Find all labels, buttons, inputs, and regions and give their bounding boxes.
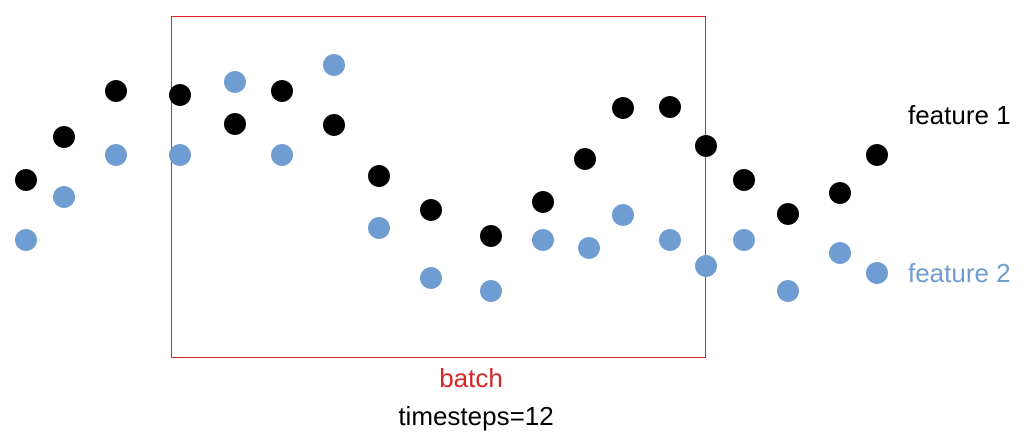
feature-2-label: feature 2 — [908, 258, 1011, 288]
feature-1-point-11 — [532, 191, 554, 213]
feature-1-point-13 — [612, 97, 634, 119]
feature-2-point-4 — [169, 144, 191, 166]
feature-2-point-10 — [480, 280, 502, 302]
feature-2-point-15 — [695, 255, 717, 277]
feature-1-point-6 — [271, 80, 293, 102]
feature-1-point-5 — [224, 113, 246, 135]
feature-2-point-19 — [866, 262, 888, 284]
feature-2-point-17 — [777, 280, 799, 302]
feature-2-point-5 — [224, 71, 246, 93]
feature-1-point-9 — [420, 199, 442, 221]
feature-1-point-15 — [695, 135, 717, 157]
feature-1-point-7 — [323, 114, 345, 136]
feature-2-point-14 — [659, 229, 681, 251]
feature-2-point-16 — [733, 229, 755, 251]
feature-2-point-12 — [578, 237, 600, 259]
feature-1-point-14 — [659, 96, 681, 118]
feature-2-point-13 — [612, 204, 634, 226]
feature-1-series — [15, 80, 888, 247]
feature-1-point-16 — [733, 169, 755, 191]
feature-2-point-2 — [53, 186, 75, 208]
timesteps-label: timesteps=12 — [398, 401, 553, 431]
feature-2-point-9 — [420, 267, 442, 289]
feature-2-point-7 — [323, 54, 345, 76]
feature-1-point-3 — [105, 80, 127, 102]
feature-2-point-11 — [532, 229, 554, 251]
batch-label: batch — [439, 363, 503, 393]
feature-2-point-8 — [368, 217, 390, 239]
feature-1-point-19 — [866, 144, 888, 166]
feature-1-label: feature 1 — [908, 100, 1011, 130]
feature-1-point-10 — [480, 225, 502, 247]
feature-1-point-17 — [777, 203, 799, 225]
feature-2-point-1 — [15, 229, 37, 251]
feature-2-point-18 — [829, 242, 851, 264]
feature-1-point-4 — [169, 84, 191, 106]
feature-1-point-12 — [574, 148, 596, 170]
feature-1-point-8 — [368, 165, 390, 187]
feature-2-point-3 — [105, 144, 127, 166]
feature-1-point-1 — [15, 169, 37, 191]
feature-2-point-6 — [271, 144, 293, 166]
feature-1-point-18 — [829, 182, 851, 204]
batch-window — [171, 16, 706, 358]
feature-2-series — [15, 54, 888, 302]
feature-1-point-2 — [53, 126, 75, 148]
